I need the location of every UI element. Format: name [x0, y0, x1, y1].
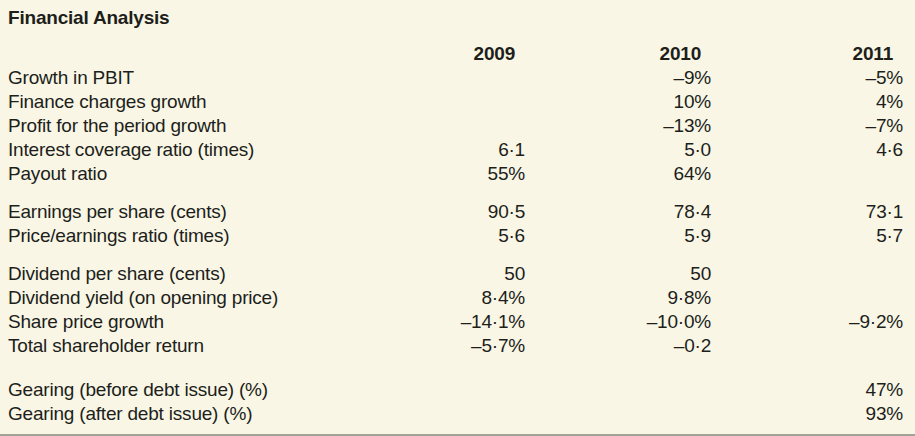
row-label: Dividend per share (cents): [8, 262, 360, 286]
value-2009: 5·6: [360, 224, 525, 248]
row-label: Earnings per share (cents): [8, 200, 360, 224]
table-row: Total shareholder return –5·7% –0·2: [8, 334, 903, 358]
page-title: Financial Analysis: [8, 6, 903, 30]
row-label: Payout ratio: [8, 162, 360, 186]
row-label: Total shareholder return: [8, 334, 360, 358]
row-label: Gearing (after debt issue) (%): [8, 402, 360, 426]
value-2009: –14·1%: [360, 310, 525, 334]
table-row: Payout ratio 55% 64%: [8, 162, 903, 186]
row-label: Profit for the period growth: [8, 114, 360, 138]
table-row: Interest coverage ratio (times) 6·1 5·0 …: [8, 138, 903, 162]
value-2010: 5·9: [525, 224, 711, 248]
row-group: Dividend per share (cents) 50 50 Dividen…: [8, 262, 903, 358]
value-2010: 10%: [525, 90, 711, 114]
value-2009: 8·4%: [360, 286, 525, 310]
column-header-2010: 2010: [525, 42, 711, 66]
value-2009: [360, 114, 525, 138]
table-row: Share price growth –14·1% –10·0% –9·2%: [8, 310, 903, 334]
table-row: Profit for the period growth –13% –7%: [8, 114, 903, 138]
header-spacer: [8, 42, 360, 66]
value-2010: 9·8%: [525, 286, 711, 310]
value-2009: [360, 66, 525, 90]
row-group: Growth in PBIT –9% –5% Finance charges g…: [8, 66, 903, 186]
value-2010: –9%: [525, 66, 711, 90]
value-2011: [711, 262, 903, 286]
value-2009: –5·7%: [360, 334, 525, 358]
value-2010: 5·0: [525, 138, 711, 162]
table-row: Dividend per share (cents) 50 50: [8, 262, 903, 286]
value-2009: [360, 90, 525, 114]
value-2009: [360, 378, 525, 402]
row-group: Earnings per share (cents) 90·5 78·4 73·…: [8, 200, 903, 248]
value-2010: 50: [525, 262, 711, 286]
value-2010: –0·2: [525, 334, 711, 358]
value-2009: [360, 402, 525, 426]
value-2011: –7%: [711, 114, 903, 138]
row-group: Gearing (before debt issue) (%) 47% Gear…: [8, 378, 903, 426]
row-label: Gearing (before debt issue) (%): [8, 378, 360, 402]
value-2009: 55%: [360, 162, 525, 186]
column-header-2011: 2011: [711, 42, 903, 66]
table-row: Dividend yield (on opening price) 8·4% 9…: [8, 286, 903, 310]
value-2011: 73·1: [711, 200, 903, 224]
row-label: Dividend yield (on opening price): [8, 286, 360, 310]
value-2011: [711, 162, 903, 186]
table-row: Finance charges growth 10% 4%: [8, 90, 903, 114]
table-row: Gearing (after debt issue) (%) 93%: [8, 402, 903, 426]
row-label: Share price growth: [8, 310, 360, 334]
value-2011: 5·7: [711, 224, 903, 248]
value-2009: 50: [360, 262, 525, 286]
value-2009: 90·5: [360, 200, 525, 224]
row-label: Growth in PBIT: [8, 66, 360, 90]
value-2011: 4·6: [711, 138, 903, 162]
value-2010: –10·0%: [525, 310, 711, 334]
value-2010: 64%: [525, 162, 711, 186]
value-2011: 93%: [711, 402, 903, 426]
value-2010: [525, 378, 711, 402]
value-2010: [525, 402, 711, 426]
table-row: Earnings per share (cents) 90·5 78·4 73·…: [8, 200, 903, 224]
table-body: Growth in PBIT –9% –5% Finance charges g…: [8, 66, 903, 426]
row-label: Finance charges growth: [8, 90, 360, 114]
financial-table: 2009 2010 2011 Growth in PBIT –9% –5% Fi…: [8, 42, 903, 426]
table-row: Growth in PBIT –9% –5%: [8, 66, 903, 90]
table-row: Price/earnings ratio (times) 5·6 5·9 5·7: [8, 224, 903, 248]
row-label: Price/earnings ratio (times): [8, 224, 360, 248]
value-2010: 78·4: [525, 200, 711, 224]
value-2011: –5%: [711, 66, 903, 90]
column-header-2009: 2009: [360, 42, 525, 66]
value-2011: [711, 334, 903, 358]
value-2011: [711, 286, 903, 310]
value-2010: –13%: [525, 114, 711, 138]
value-2009: 6·1: [360, 138, 525, 162]
table-header-row: 2009 2010 2011: [8, 42, 903, 66]
row-label: Interest coverage ratio (times): [8, 138, 360, 162]
value-2011: 47%: [711, 378, 903, 402]
table-row: Gearing (before debt issue) (%) 47%: [8, 378, 903, 402]
financial-analysis-panel: Financial Analysis 2009 2010 2011 Growth…: [0, 0, 915, 436]
value-2011: 4%: [711, 90, 903, 114]
value-2011: –9·2%: [711, 310, 903, 334]
